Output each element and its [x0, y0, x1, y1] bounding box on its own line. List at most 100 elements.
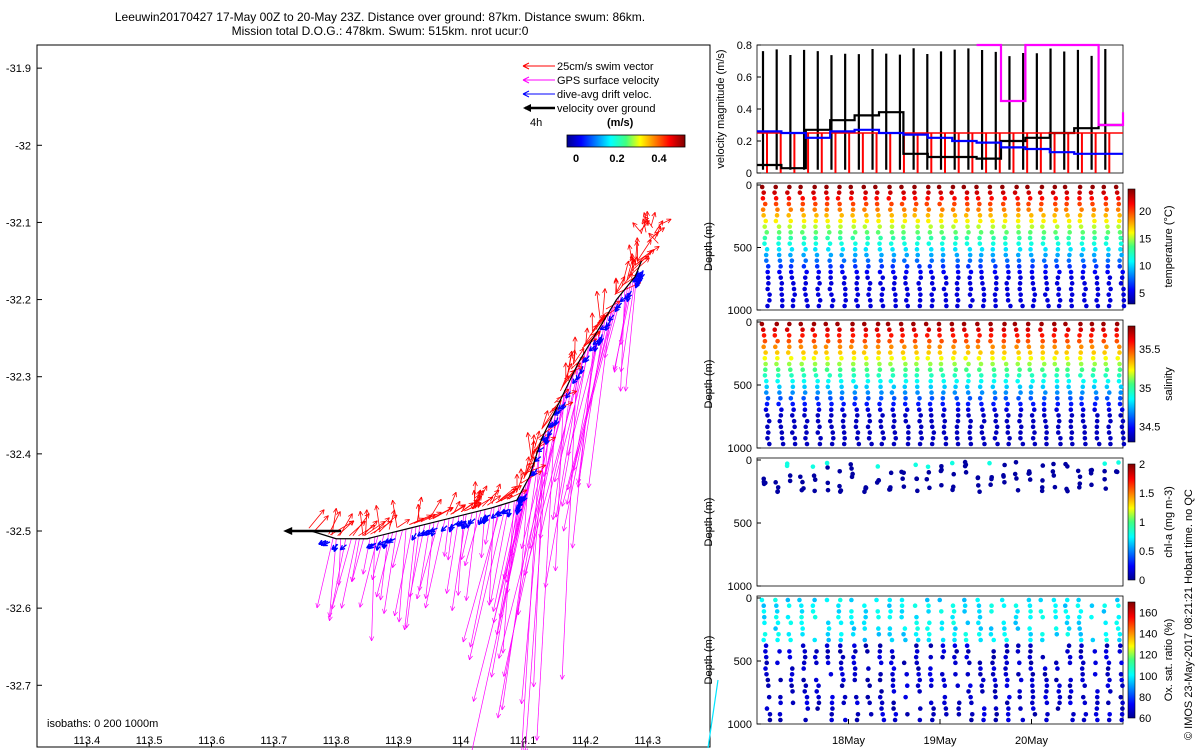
profile-dot [899, 469, 904, 475]
profile-dot [856, 441, 862, 447]
drift-vector-head [624, 294, 630, 300]
profile-dot [812, 367, 818, 373]
profile-dot [1080, 275, 1086, 280]
swim-vector-head [654, 245, 660, 251]
profile-dot [1093, 247, 1098, 252]
profile-dot [811, 473, 817, 479]
profile-dot [989, 609, 994, 614]
profile-dot [1001, 620, 1007, 626]
profile-dot [891, 700, 896, 706]
profile-dot [950, 333, 956, 338]
profile-dot [824, 350, 829, 355]
profile-dot [1004, 683, 1010, 689]
profile-dot [927, 361, 933, 367]
profile-dot [1116, 373, 1122, 378]
profile-dot [977, 660, 983, 666]
profile-dot [914, 643, 919, 649]
track-line [311, 260, 643, 540]
profile-dot [974, 190, 980, 195]
profile-dot [917, 689, 922, 694]
profile-dot [979, 247, 985, 252]
profile-dot [1106, 660, 1112, 666]
profile-dot [914, 614, 919, 620]
profile-dot [1018, 424, 1024, 430]
profile-dot [1004, 281, 1009, 286]
profile-dot [926, 350, 931, 355]
swim-vector-head [460, 505, 466, 511]
profile-dot [1119, 275, 1125, 280]
profile-dot [864, 218, 870, 224]
gps-vector-head [350, 576, 355, 582]
profile-dot [1013, 327, 1019, 333]
profile-dot [801, 350, 806, 355]
profile-dot [1090, 373, 1096, 378]
swim-vector [636, 246, 660, 262]
profile-dot [1017, 269, 1022, 275]
ytick-label: 1000 [728, 443, 752, 455]
gps-vector [572, 335, 595, 549]
profile-dot [787, 224, 793, 229]
profile-dot [967, 435, 973, 441]
profile-dot [1057, 298, 1063, 303]
profile-dot [1030, 258, 1035, 263]
profile-dot [950, 614, 955, 620]
profile-dot [892, 275, 898, 280]
profile-dot [1015, 252, 1021, 258]
profile-dot [1032, 292, 1038, 297]
profile-dot [941, 677, 947, 683]
profile-dot [1002, 196, 1008, 201]
profile-dot [810, 464, 816, 469]
profile-dot [876, 338, 881, 344]
profile-dot [876, 631, 882, 637]
profile-dot [904, 264, 910, 269]
profile-dot [1003, 247, 1009, 252]
profile-dot [812, 207, 818, 212]
profile-dot [811, 190, 816, 195]
legend-colorbar-tick-0: 0 [573, 153, 579, 165]
profile-dot [991, 654, 997, 660]
map-xtick-label: 113.9 [385, 735, 412, 747]
drift-vector-head [458, 519, 464, 525]
profile-dot [1052, 218, 1058, 224]
profile-dot [1064, 355, 1070, 361]
profile-dot [954, 395, 959, 401]
profile-dot [817, 424, 822, 430]
swim-vector [648, 232, 659, 244]
profile-dot [901, 484, 907, 489]
profile-dot [1116, 201, 1122, 207]
profile-dot [980, 281, 985, 286]
profile-dot [764, 660, 770, 666]
swim-vector-head [624, 260, 630, 266]
profile-dot [1020, 441, 1026, 447]
profile-dot [1069, 275, 1074, 280]
profile-dot [1014, 333, 1020, 338]
profile-dot [786, 631, 792, 637]
profile-dot [978, 252, 984, 258]
profile-dot [1068, 407, 1074, 413]
profile-dot [1039, 196, 1045, 201]
swim-vector [349, 520, 366, 537]
profile-dot [1089, 344, 1095, 350]
swim-vector [630, 256, 638, 276]
profile-dot [878, 424, 884, 430]
profile-dot [824, 213, 829, 218]
profile-dot [990, 384, 996, 390]
profile-dot [764, 378, 769, 384]
swim-vector-head [358, 510, 364, 516]
profile-dot [1041, 413, 1047, 418]
profile-dot [836, 333, 842, 338]
profile-dot [1002, 218, 1008, 224]
profile-dot [941, 286, 947, 292]
profile-dot [763, 252, 769, 258]
profile-dot [1042, 292, 1048, 297]
profile-dot [928, 252, 934, 258]
profile-dot [830, 298, 836, 303]
profile-dot [816, 303, 822, 309]
profile-dot [761, 609, 767, 614]
profile-dot [776, 247, 782, 252]
profile-dot [1041, 213, 1046, 218]
profile-dot [1018, 677, 1024, 683]
profile-dot [775, 637, 780, 643]
profile-dot [988, 321, 993, 327]
profile-dot [1118, 241, 1124, 246]
